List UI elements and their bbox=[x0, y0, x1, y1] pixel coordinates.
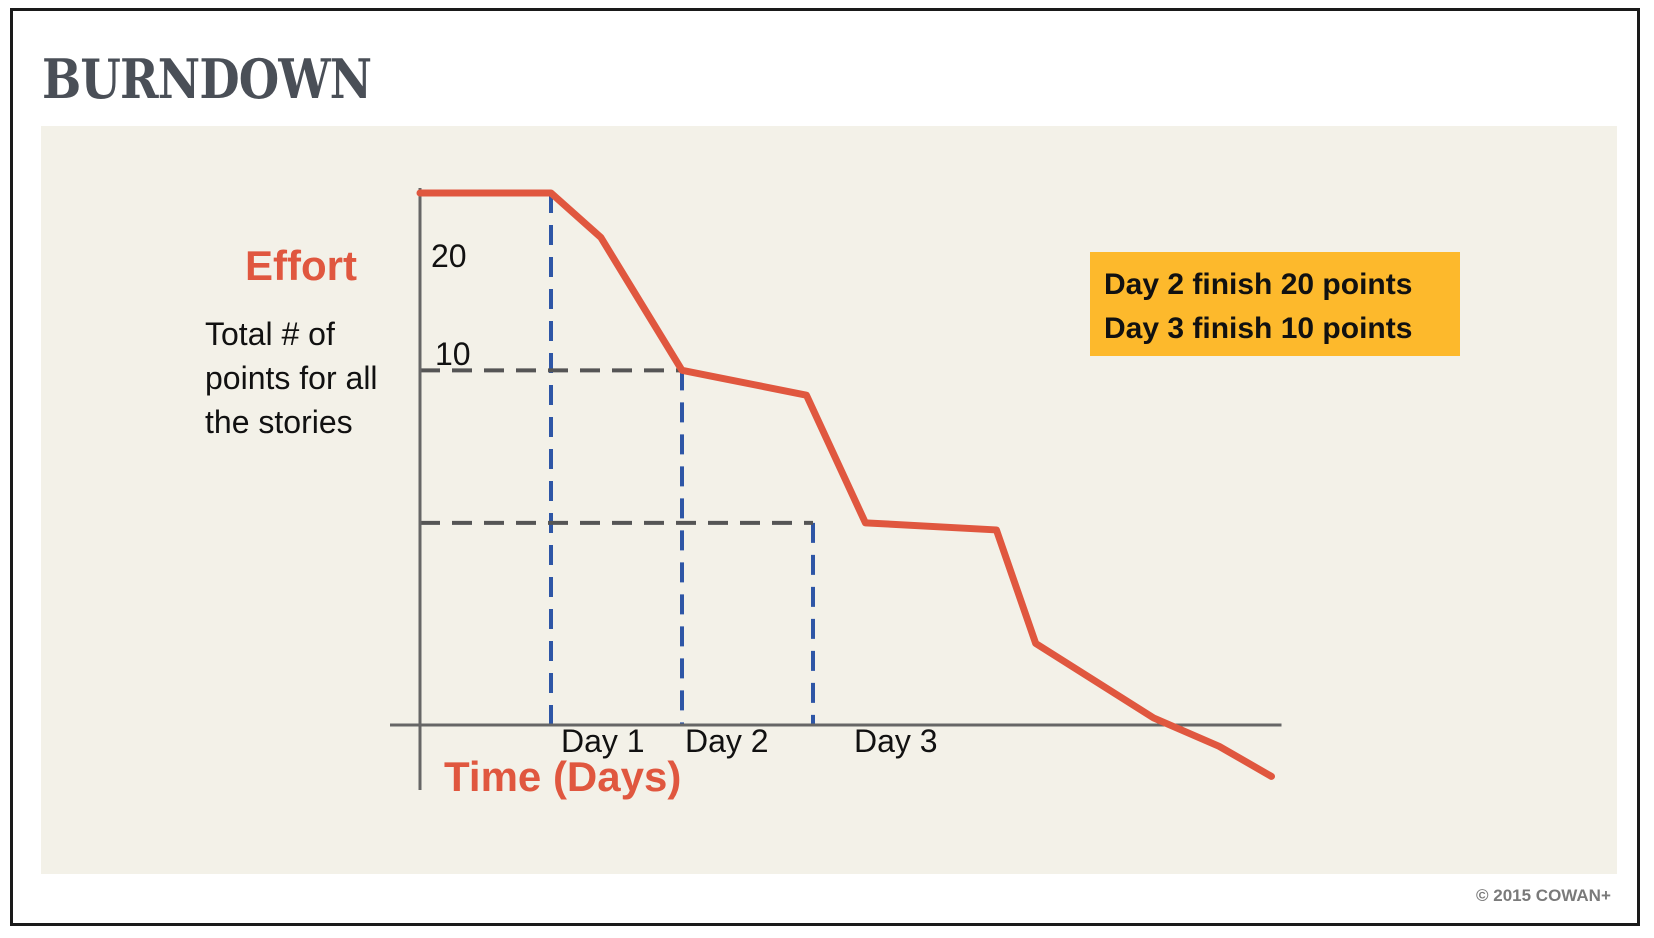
x-tick-day-1: Day 1 bbox=[561, 723, 645, 759]
y-tick-10: 10 bbox=[435, 336, 471, 372]
callout-line-1: Day 2 finish 20 points bbox=[1104, 268, 1413, 301]
slide-title: BURNDOWN bbox=[42, 47, 372, 111]
callout-line-2: Day 3 finish 10 points bbox=[1104, 312, 1413, 345]
y-axis-description-line: Total # of bbox=[205, 316, 335, 352]
x-tick-day-2: Day 2 bbox=[685, 723, 769, 759]
guide-lines bbox=[420, 193, 815, 725]
y-tick-20: 20 bbox=[431, 238, 467, 274]
x-tick-day-3: Day 3 bbox=[854, 723, 938, 759]
y-axis-description: Total # of points for all the stories bbox=[205, 312, 405, 444]
chart-panel bbox=[41, 126, 1617, 874]
y-axis-heading: Effort bbox=[245, 242, 357, 289]
x-axis-label: Time (Days) bbox=[444, 753, 682, 800]
copyright-notice: © 2015 COWAN+ bbox=[1476, 886, 1611, 905]
callout-box: Day 2 finish 20 points Day 3 finish 10 p… bbox=[1090, 252, 1460, 356]
burndown-line bbox=[416, 189, 1275, 780]
y-axis-description-line: points for all bbox=[205, 360, 378, 396]
y-axis-description-line: the stories bbox=[205, 404, 353, 440]
